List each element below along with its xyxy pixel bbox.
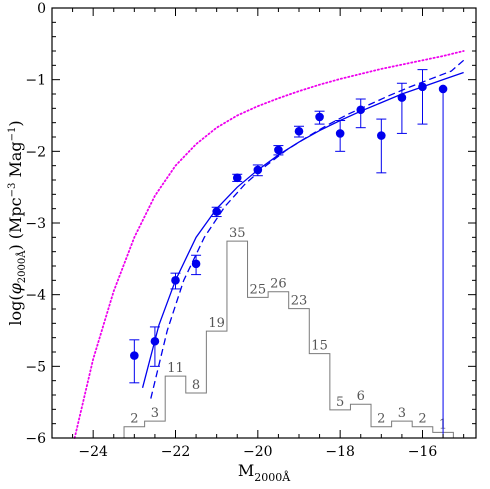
data-point (377, 131, 386, 140)
y-tick-label: −3 (25, 216, 46, 232)
axes-group: −24 −22 −20 −18 −16 0 −1 −2 −3 −4 −5 −6 (25, 1, 476, 460)
dotted-curve (73, 50, 465, 439)
data-point (356, 105, 366, 115)
y-tick-label: −1 (25, 73, 46, 89)
y-axis-title-part-log: log( (6, 294, 25, 325)
x-tick-label: −16 (408, 444, 438, 460)
y-axis-title-part-units: ) (Mpc (6, 197, 25, 250)
data-point (232, 173, 242, 183)
y-tick-label: −2 (25, 144, 46, 160)
data-point (315, 112, 324, 122)
histogram-count-label: 23 (291, 294, 308, 309)
histogram-count-label: 2 (130, 412, 138, 427)
y-axis-title-part-mag: Mag (6, 141, 25, 182)
histogram-count-label: 25 (250, 282, 267, 297)
histogram-count-label: 6 (357, 389, 365, 404)
y-tick-label: 0 (37, 1, 46, 17)
x-tick-label: −24 (78, 444, 108, 460)
histogram-count-label: 26 (270, 277, 287, 292)
histogram-count-label: 5 (336, 395, 344, 410)
data-point (212, 207, 221, 216)
histogram-count-label: 3 (398, 406, 406, 421)
histogram-count-label: 2 (418, 412, 426, 427)
y-tick-label: −5 (25, 359, 46, 375)
y-tick-label: −6 (25, 431, 46, 447)
histogram-count-label: 2 (377, 412, 385, 427)
histogram-outline (123, 240, 474, 439)
data-point (171, 276, 180, 285)
y-axis-title-part-exp1: −3 (7, 183, 18, 198)
data-point (274, 145, 283, 155)
histogram-count-label: 19 (208, 316, 225, 331)
y-axis-title-part-sub: 2000Å (16, 250, 28, 283)
x-axis-title: M2000Å (238, 461, 291, 484)
y-tick-label: −4 (25, 288, 46, 304)
x-axis-title-sub: 2000Å (254, 470, 291, 484)
x-axis-title-main: M (238, 461, 254, 480)
y-axis-title-part-exp2: −1 (7, 127, 18, 142)
y-axis-title: log(φ2000Å) (Mpc−3 Mag−1) (6, 120, 28, 325)
data-point (418, 82, 427, 92)
dashed-fit-curve (150, 59, 465, 399)
x-tick-label: −22 (161, 444, 191, 460)
data-point (253, 165, 263, 175)
solid-fit-curve (141, 71, 464, 388)
histogram-count-label: 11 (167, 361, 184, 376)
fit-curves-group (141, 59, 465, 399)
data-point (397, 93, 407, 102)
histogram-count-label: 8 (192, 378, 200, 393)
histogram-count-label: 35 (229, 226, 246, 241)
data-point (335, 129, 345, 138)
histogram-count-label: 3 (151, 406, 159, 421)
data-point (191, 259, 201, 269)
histogram-count-label: 15 (311, 339, 328, 354)
data-point (130, 351, 139, 360)
plot-frame (51, 7, 477, 439)
data-point (294, 126, 304, 136)
dotted-curve-group (73, 50, 465, 439)
x-tick-label: −18 (325, 444, 355, 460)
x-tick-label: −20 (243, 444, 273, 460)
data-point (150, 336, 160, 346)
y-axis-title-part-phi: φ (6, 282, 25, 294)
data-point (438, 84, 448, 94)
data-points-group (129, 69, 449, 439)
y-axis-title-part-close: ) (6, 120, 25, 126)
